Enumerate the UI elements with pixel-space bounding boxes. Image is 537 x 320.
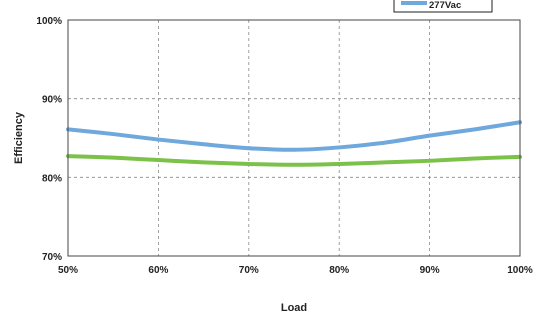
series-line-1 <box>68 122 520 150</box>
x-tick-label: 70% <box>239 265 259 276</box>
y-tick-label: 70% <box>42 252 62 263</box>
y-tick-label: 80% <box>42 173 62 184</box>
x-tick-label: 60% <box>148 265 168 276</box>
x-tick-labels: 50% 60% 70% 80% 90% 100% <box>58 265 533 276</box>
x-tick-label: 80% <box>329 265 349 276</box>
x-axis-title: Load <box>281 302 307 314</box>
x-tick-label: 50% <box>58 265 78 276</box>
legend: 277Vac <box>394 0 492 12</box>
legend-label-277vac: 277Vac <box>429 0 461 11</box>
series-line-2 <box>68 156 520 165</box>
y-tick-label: 90% <box>42 95 62 106</box>
x-tick-label: 100% <box>507 265 533 276</box>
y-axis-title: Efficiency <box>13 111 25 164</box>
y-tick-label: 100% <box>36 16 62 27</box>
x-tick-label: 90% <box>420 265 440 276</box>
y-tick-labels: 70% 80% 90% 100% <box>36 16 62 263</box>
series-lines <box>68 122 520 164</box>
